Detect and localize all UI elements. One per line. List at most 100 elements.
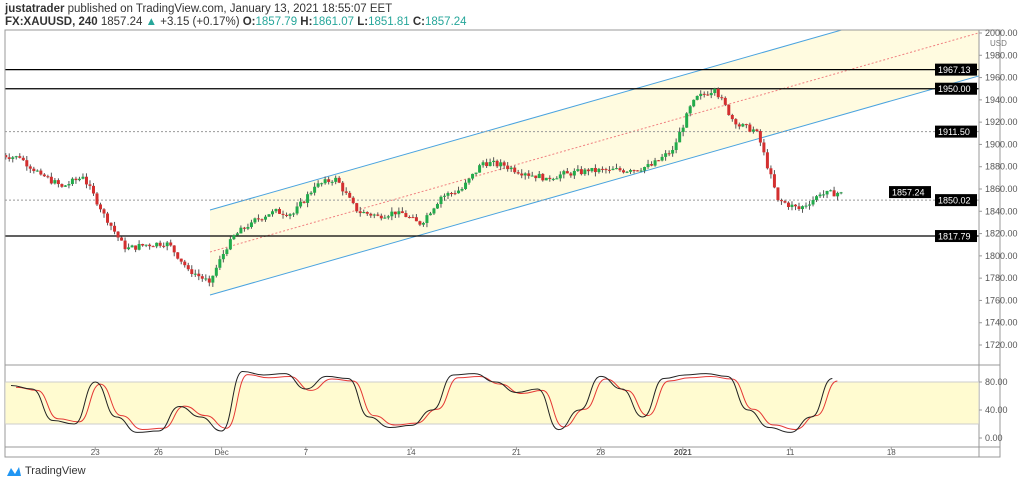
- candle-body: [116, 231, 120, 238]
- candle-body: [141, 243, 145, 246]
- candle-body: [488, 162, 492, 167]
- candle-body: [464, 182, 468, 190]
- candle-body: [709, 93, 713, 96]
- stochastic-k-line: [10, 370, 833, 433]
- candle-body: [288, 214, 292, 216]
- candle-body: [765, 152, 769, 169]
- candle-body: [450, 193, 454, 195]
- candle-body: [218, 259, 222, 268]
- candle-body: [569, 173, 573, 176]
- candle-body: [829, 190, 833, 192]
- candle-body: [281, 213, 285, 215]
- candle-body: [42, 174, 46, 177]
- price-label-text: 1850.02: [938, 196, 971, 206]
- candle-body: [836, 192, 840, 197]
- candle-body: [586, 169, 590, 172]
- candle-body: [256, 218, 260, 220]
- candle-body: [134, 245, 138, 250]
- candle-body: [593, 167, 597, 173]
- candle-body: [822, 194, 826, 196]
- candle-body: [600, 168, 604, 170]
- candle-body: [716, 88, 720, 98]
- candle-body: [825, 190, 829, 195]
- candle-body: [650, 164, 654, 166]
- candle-body: [397, 211, 401, 215]
- candle-body: [527, 173, 531, 176]
- candle-body: [421, 222, 425, 225]
- candle-body: [506, 165, 510, 170]
- symbol-info: FX:XAUUSD, 240 1857.24 ▲ +3.15 (+0.17%) …: [5, 16, 467, 28]
- candle-body: [446, 193, 450, 196]
- candle-body: [572, 170, 576, 176]
- candle-body: [772, 174, 776, 188]
- close-value: 1857.24: [425, 16, 467, 28]
- candle-body: [674, 142, 678, 151]
- candle-body: [386, 216, 390, 218]
- candle-body: [123, 240, 127, 250]
- date-tick-label: 14: [407, 448, 416, 457]
- candle-body: [172, 245, 176, 253]
- candle-body: [414, 217, 418, 222]
- low-value: 1851.81: [368, 16, 410, 28]
- candle-body: [607, 169, 611, 171]
- candle-body: [337, 177, 341, 183]
- price-tick-label: 1760.00: [985, 295, 1018, 305]
- candle-body: [418, 221, 422, 225]
- candle-body: [811, 200, 815, 205]
- price-tick-label: 1840.00: [985, 206, 1018, 216]
- candle-body: [242, 227, 246, 229]
- price-label-text: 1911.50: [938, 127, 970, 137]
- candle-body: [513, 167, 517, 173]
- candle-body: [590, 167, 594, 172]
- candle-body: [176, 252, 180, 259]
- candle-body: [358, 211, 362, 214]
- price-label-box: [935, 63, 977, 76]
- candle-body: [702, 93, 706, 95]
- candle-body: [579, 169, 583, 175]
- tradingview-logo[interactable]: TradingView: [6, 465, 86, 477]
- open-value: 1857.79: [255, 16, 298, 28]
- channel-lower-line: [209, 75, 979, 296]
- candle-body: [316, 183, 320, 187]
- candle-body: [629, 170, 633, 172]
- candle-body: [839, 192, 843, 194]
- candle-body: [249, 222, 253, 228]
- candle-body: [530, 175, 534, 177]
- price-label-box: [935, 230, 977, 243]
- candle-body: [769, 168, 773, 175]
- candle-body: [478, 165, 482, 173]
- candle-body: [190, 269, 194, 274]
- candle-body: [390, 211, 394, 217]
- last-price-label-box: [889, 186, 931, 199]
- candle-body: [636, 170, 640, 172]
- candle-body: [77, 178, 81, 181]
- candle-body: [228, 239, 232, 250]
- candle-body: [348, 192, 352, 198]
- candle-body: [583, 169, 587, 175]
- candle-body: [502, 162, 506, 166]
- stoch-tick-label: 0.00: [985, 433, 1003, 443]
- publish-info: justatrader published on TradingView.com…: [5, 3, 392, 15]
- candle-body: [109, 222, 113, 226]
- candle-body: [211, 275, 215, 283]
- candle-body: [664, 153, 668, 157]
- price-tick-label: 1900.00: [985, 139, 1018, 149]
- candle-body: [155, 242, 159, 247]
- last-price-label-text: 1857.24: [892, 188, 925, 198]
- stoch-tick-label: 40.00: [985, 405, 1008, 415]
- candle-body: [653, 160, 657, 166]
- price-tick-label: 1780.00: [985, 273, 1018, 283]
- candle-body: [625, 171, 629, 173]
- stochastic-d-line: [15, 374, 838, 430]
- candle-body: [730, 115, 734, 120]
- price-tick-label: 1920.00: [985, 117, 1018, 127]
- candle-body: [439, 196, 443, 205]
- author[interactable]: justatrader: [5, 3, 65, 15]
- candle-body: [762, 142, 766, 153]
- tradingview-logo-icon: [7, 467, 21, 476]
- candle-body: [457, 190, 461, 194]
- candle-body: [120, 237, 124, 241]
- candle-body: [541, 173, 545, 181]
- candle-body: [611, 168, 615, 171]
